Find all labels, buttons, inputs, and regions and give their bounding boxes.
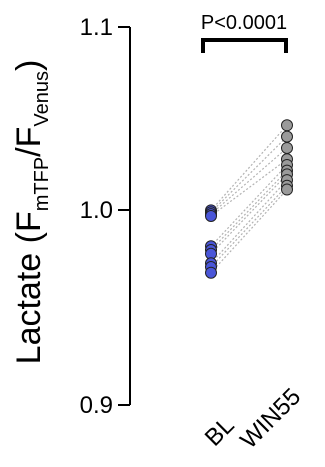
y-tick-label-0.9: 0.9 xyxy=(80,392,113,419)
pair-connector-0 xyxy=(210,124,288,211)
pair-connectors xyxy=(210,124,288,274)
y-axis-label-end: ) xyxy=(10,60,48,71)
pair-connector-6 xyxy=(210,174,288,255)
pair-connector-1 xyxy=(210,136,288,213)
pair-connector-5 xyxy=(210,170,288,251)
y-axis-label-sub2: Venus xyxy=(31,71,53,127)
x-label-bl: BL xyxy=(200,412,240,452)
p-value-label: P<0.0001 xyxy=(201,12,287,34)
x-label-win55: WIN55 xyxy=(235,383,306,454)
data-points xyxy=(205,119,293,279)
bracket-line xyxy=(201,38,288,53)
pair-connector-8 xyxy=(210,185,288,268)
y-axis-label-mid: /F xyxy=(10,127,48,157)
point-win55-0 xyxy=(281,119,293,132)
point-win55-9 xyxy=(281,183,293,196)
y-tick-label-1.1: 1.1 xyxy=(80,14,113,41)
pair-connector-9 xyxy=(210,189,288,274)
pair-connector-4 xyxy=(210,164,288,247)
pair-connector-7 xyxy=(210,179,288,264)
significance-bracket: P<0.0001 xyxy=(201,12,288,53)
y-axis: 1.1 1.0 0.9 xyxy=(80,14,131,419)
point-bl-9 xyxy=(205,266,217,279)
y-axis-label-main: Lactate (F xyxy=(10,211,48,364)
pair-connector-2 xyxy=(210,147,288,215)
y-axis-label: Lactate (FmTFP/FVenus) xyxy=(10,60,53,365)
point-bl-3 xyxy=(205,210,217,222)
y-axis-label-sub1: mTFP xyxy=(31,157,53,211)
point-win55-2 xyxy=(281,141,293,154)
point-win55-1 xyxy=(281,130,293,143)
y-tick-label-1.0: 1.0 xyxy=(80,197,113,224)
